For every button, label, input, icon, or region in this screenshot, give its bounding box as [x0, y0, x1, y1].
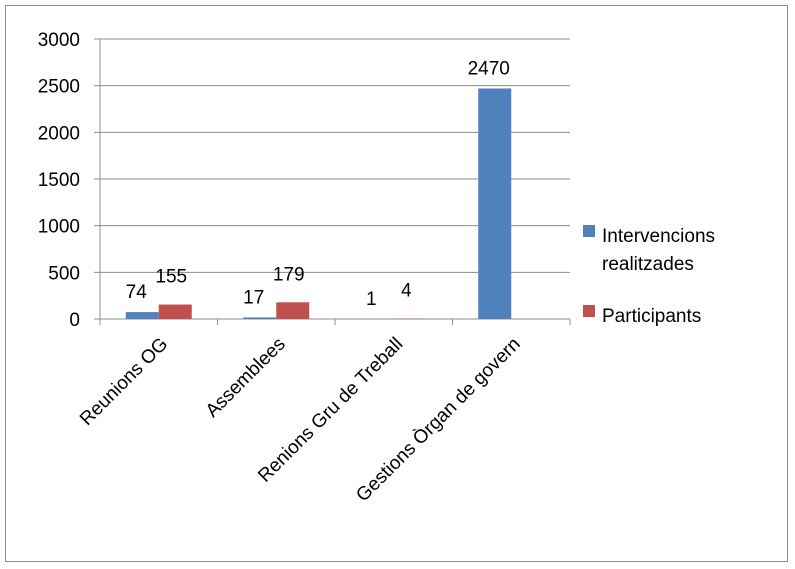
bar-participants	[276, 302, 310, 319]
bar-intervencions	[125, 312, 159, 319]
data-label: 1	[366, 289, 377, 310]
x-category-label: Assemblees	[202, 334, 290, 422]
data-label: 4	[401, 281, 412, 302]
legend-label: realitzades	[602, 254, 694, 275]
x-category-label: Reunions OG	[76, 334, 172, 430]
legend-label: Intervencions	[602, 226, 715, 247]
y-tick-label: 1500	[38, 170, 80, 191]
legend-swatch-intervencions	[583, 225, 595, 237]
y-tick-label: 3000	[38, 30, 80, 51]
y-tick-label: 1000	[38, 217, 80, 238]
y-tick-label: 500	[48, 263, 80, 284]
y-tick-label: 2000	[38, 123, 80, 144]
legend-swatch-participants	[583, 305, 595, 317]
legend-label: Participants	[602, 306, 701, 327]
chart-area	[5, 5, 788, 562]
data-label: 17	[243, 287, 264, 308]
bar-intervencions	[243, 317, 277, 319]
data-label: 74	[126, 282, 148, 303]
y-tick-label: 2500	[38, 77, 80, 98]
bar-participants	[158, 304, 192, 319]
bar-intervencions	[478, 88, 512, 319]
data-label: 2470	[468, 58, 510, 79]
data-label: 155	[155, 267, 187, 288]
y-tick-label: 0	[69, 310, 80, 331]
data-label: 179	[273, 264, 305, 285]
